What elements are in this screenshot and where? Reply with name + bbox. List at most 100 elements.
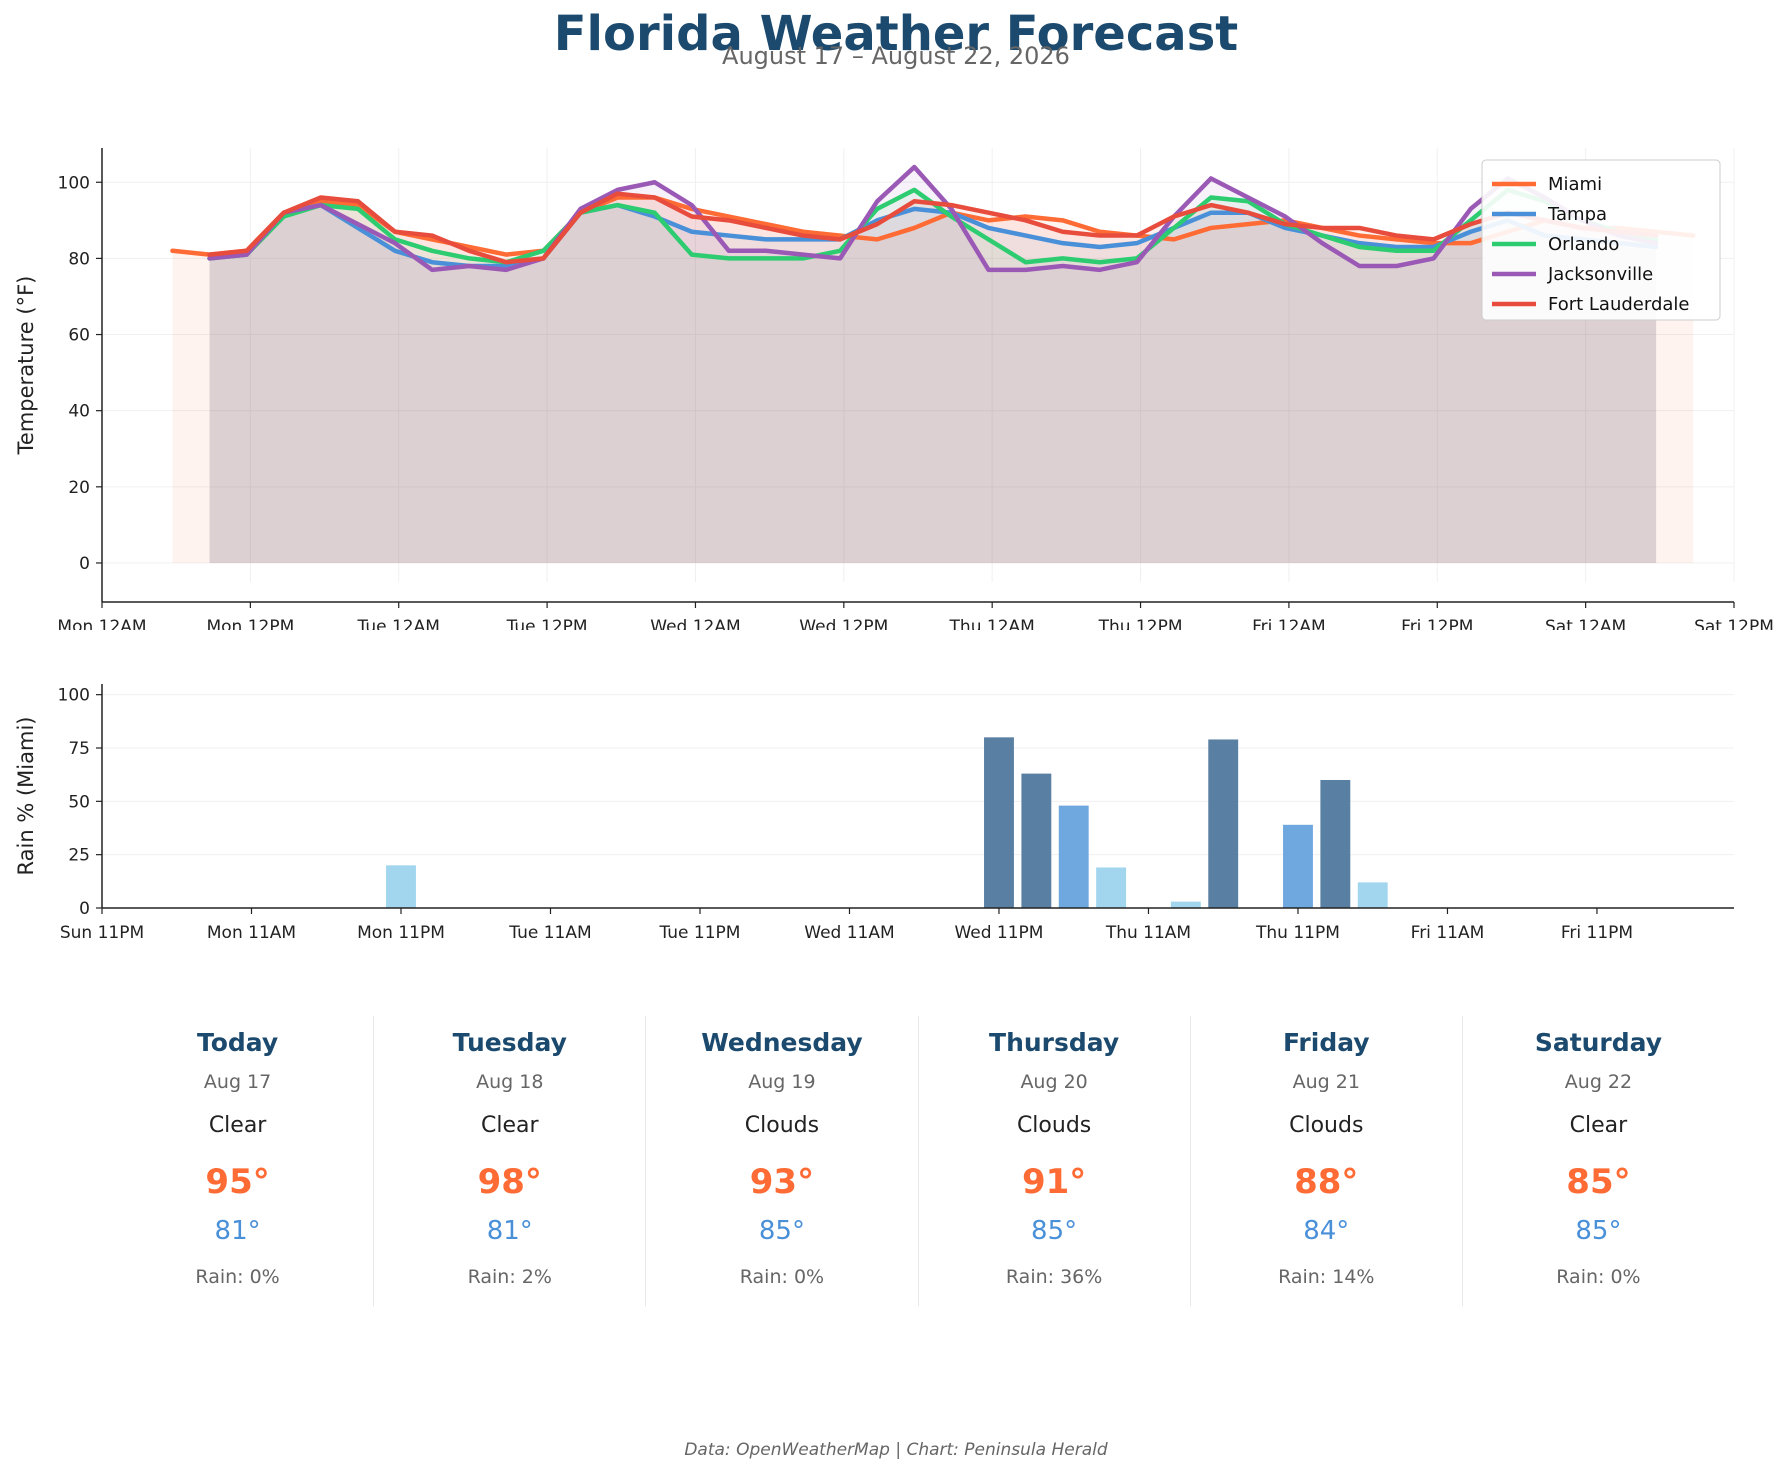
y-tick-label: 50 xyxy=(68,792,90,812)
card-low-temp: 84° xyxy=(1303,1216,1350,1246)
area-tampa xyxy=(209,205,1657,563)
card-condition: Clear xyxy=(480,1113,539,1138)
rain-chart: 0 25 50 75 100 Sun 11PM Mon 11AM Mon 11PM Tue 11… xyxy=(14,684,1734,943)
rain-bar xyxy=(386,865,416,908)
x-tick-label: Thu 12AM xyxy=(949,617,1035,630)
legend-label: Jacksonville xyxy=(1547,264,1653,285)
x-tick-label: Fri 12PM xyxy=(1401,617,1473,630)
card-day: Thursday xyxy=(989,1028,1120,1057)
card-high-temp: 91° xyxy=(1021,1162,1087,1202)
legend-label: Orlando xyxy=(1548,234,1619,255)
x-tick-label: Mon 12PM xyxy=(206,617,294,630)
card-date: Aug 20 xyxy=(1020,1071,1088,1093)
area-fort-lauderdale xyxy=(209,193,1657,563)
forecast-card: Thursday Aug 20 Clouds 91° 85° Rain: 36% xyxy=(917,1016,1190,1306)
y-tick-label: 60 xyxy=(68,326,90,346)
card-day: Wednesday xyxy=(701,1028,863,1057)
y-tick-label: 100 xyxy=(58,173,90,193)
rain-bar xyxy=(984,737,1014,908)
y-tick-label: 80 xyxy=(68,249,90,269)
card-rain: Rain: 0% xyxy=(739,1266,825,1288)
x-tick-label: Thu 11PM xyxy=(1255,923,1340,943)
x-tick-label: Mon 11PM xyxy=(357,923,445,943)
y-axis-label: Rain % (Miami) xyxy=(14,717,38,876)
forecast-cards: Today Aug 17 Clear 95° 81° Rain: 0% Tues… xyxy=(102,1016,1734,1306)
x-tick-label: Sat 12PM xyxy=(1694,617,1774,630)
y-tick-label: 0 xyxy=(79,554,90,574)
legend-label: Miami xyxy=(1548,174,1602,195)
x-tick-label: Fri 12AM xyxy=(1252,617,1326,630)
card-low-temp: 81° xyxy=(486,1216,533,1246)
area-miami xyxy=(172,197,1694,563)
x-tick-label: Sun 11PM xyxy=(60,923,144,943)
forecast-card: Friday Aug 21 Clouds 88° 84° Rain: 14% xyxy=(1189,1016,1462,1306)
card-condition: Clouds xyxy=(1016,1113,1092,1138)
card-low-temp: 81° xyxy=(214,1216,261,1246)
series-line-tampa xyxy=(207,202,1659,269)
card-date: Aug 22 xyxy=(1564,1071,1633,1093)
forecast-card: Saturday Aug 22 Clear 85° 85° Rain: 0% xyxy=(1461,1016,1734,1306)
x-tick-label: Tue 11PM xyxy=(658,923,740,943)
card-high-temp: 98° xyxy=(477,1162,542,1202)
card-day: Tuesday xyxy=(452,1028,567,1057)
card-low-temp: 85° xyxy=(1575,1216,1622,1246)
y-tick-label: 75 xyxy=(68,739,90,759)
forecast-card: Wednesday Aug 19 Clouds 93° 85° Rain: 0% xyxy=(645,1016,917,1306)
card-day: Friday xyxy=(1282,1028,1370,1057)
card-high-temp: 88° xyxy=(1294,1162,1359,1202)
rain-bar xyxy=(1320,780,1351,908)
x-tick-label: Thu 11AM xyxy=(1105,923,1191,943)
y-tick-label: 40 xyxy=(68,402,90,422)
forecast-card: Tuesday Aug 18 Clear 98° 81° Rain: 2% xyxy=(373,1016,645,1306)
chart-title: Florida Weather Forecast xyxy=(553,6,1239,62)
y-tick-label: 25 xyxy=(68,846,90,866)
card-date: Aug 21 xyxy=(1292,1071,1360,1093)
x-tick-label: Wed 12AM xyxy=(650,617,740,630)
x-tick-label: Mon 11AM xyxy=(207,923,296,943)
series-line-jacksonville xyxy=(207,164,1659,273)
y-tick-label: 100 xyxy=(58,686,90,706)
card-high-temp: 95° xyxy=(205,1162,270,1202)
temperature-chart: 0 20 40 60 80 100 Mon 12AM Mon 12PM Tue 12AM Tue … xyxy=(14,148,1774,630)
card-rain: Rain: 0% xyxy=(195,1266,280,1288)
card-condition: Clear xyxy=(1569,1113,1628,1138)
forecast-card: Today Aug 17 Clear 95° 81° Rain: 0% xyxy=(102,1016,373,1306)
y-tick-label: 0 xyxy=(79,899,90,919)
card-condition: Clouds xyxy=(1289,1113,1364,1138)
rain-bar xyxy=(1283,824,1313,908)
x-tick-label: Thu 12PM xyxy=(1098,617,1183,630)
area-orlando xyxy=(209,189,1657,563)
rain-bar xyxy=(1096,867,1127,908)
x-tick-label: Wed 11AM xyxy=(804,923,894,943)
card-rain: Rain: 0% xyxy=(1556,1266,1641,1288)
card-day: Saturday xyxy=(1534,1028,1663,1057)
chart-subtitle: August 17 – August 22, 2026 xyxy=(722,42,1070,70)
x-tick-label: Tue 12AM xyxy=(357,617,440,630)
legend-label: Tampa xyxy=(1547,204,1607,225)
legend-box xyxy=(1481,159,1721,321)
card-rain: Rain: 2% xyxy=(467,1266,552,1288)
x-tick-label: Wed 12PM xyxy=(799,617,888,630)
y-axis-label: Temperature (°F) xyxy=(14,276,38,456)
legend-label: Fort Lauderdale xyxy=(1548,294,1690,315)
card-condition: Clear xyxy=(208,1113,267,1138)
y-tick-label: 20 xyxy=(68,478,90,498)
card-rain: Rain: 14% xyxy=(1278,1266,1375,1288)
x-tick-label: Mon 12AM xyxy=(57,617,146,630)
card-date: Aug 18 xyxy=(476,1071,544,1093)
rain-bar xyxy=(1357,882,1388,908)
footer-credit: Data: OpenWeatherMap | Chart: Peninsula … xyxy=(684,1440,1108,1460)
area-jacksonville xyxy=(209,167,1657,563)
x-tick-label: Tue 12PM xyxy=(506,617,588,630)
rain-bar xyxy=(1058,805,1089,908)
rain-bar xyxy=(1208,739,1239,908)
rain-bar xyxy=(1021,773,1052,908)
card-low-temp: 85° xyxy=(1031,1216,1078,1246)
card-date: Aug 19 xyxy=(748,1071,816,1093)
card-high-temp: 93° xyxy=(749,1162,815,1202)
card-rain: Rain: 36% xyxy=(1005,1266,1103,1288)
series-line-fort-lauderdale xyxy=(207,191,1659,265)
rain-bar xyxy=(1170,901,1201,908)
x-tick-label: Wed 11PM xyxy=(954,923,1043,943)
card-date: Aug 17 xyxy=(203,1071,272,1093)
